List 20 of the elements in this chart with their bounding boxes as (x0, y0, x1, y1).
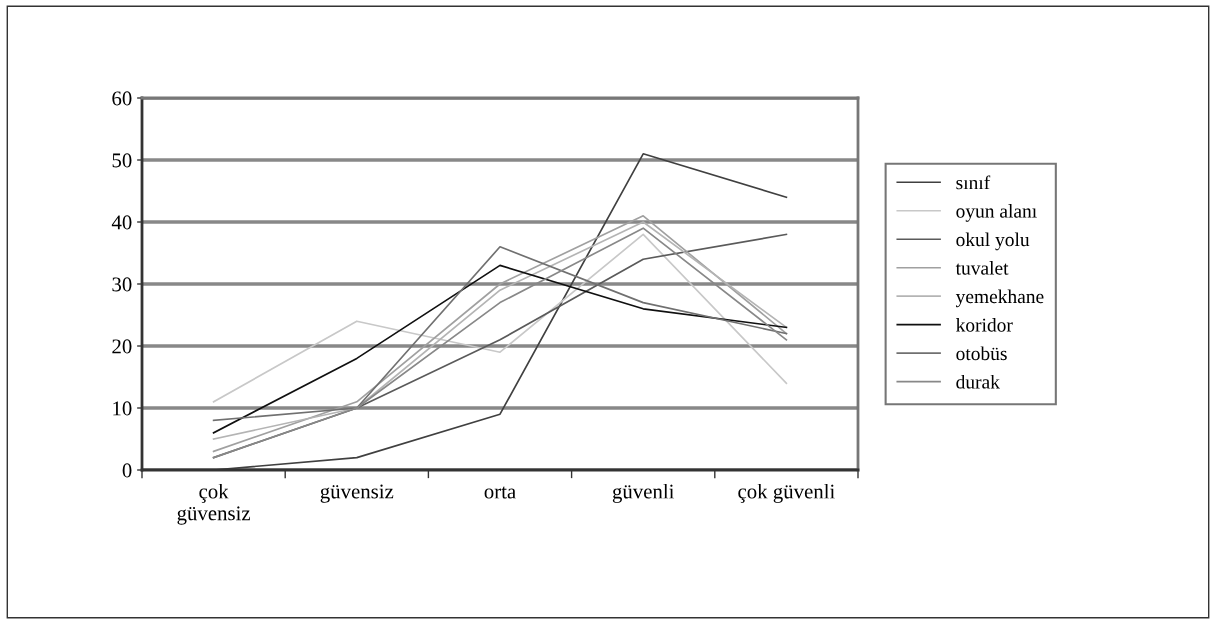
y-tick-label: 50 (112, 153, 132, 168)
legend-label: tuvalet (955, 261, 1009, 275)
y-tick-label: 40 (111, 215, 132, 230)
y-tick-label: 20 (112, 339, 132, 354)
y-tick-label: 30 (112, 277, 132, 292)
y-tick-label: 0 (122, 463, 132, 478)
legend-label: okul yolu (956, 232, 1030, 251)
legend-label: yemekhane (955, 289, 1044, 308)
legend-label: sınıf (956, 175, 991, 190)
x-tick-label: orta (484, 486, 516, 499)
x-tick-label: güvensiz (320, 484, 394, 503)
legend-label: otobüs (956, 346, 1007, 361)
y-tick-label: 60 (112, 91, 132, 106)
legend-label: koridor (955, 317, 1013, 332)
x-tick-label: çok güvenli (738, 483, 835, 503)
y-tick-label: 10 (113, 401, 132, 416)
x-tick-label: çok güvensiz (177, 483, 251, 525)
x-tick-label: güvenli (612, 483, 675, 503)
legend-label: oyun alanı (956, 204, 1037, 222)
legend-label: durak (956, 374, 1000, 389)
